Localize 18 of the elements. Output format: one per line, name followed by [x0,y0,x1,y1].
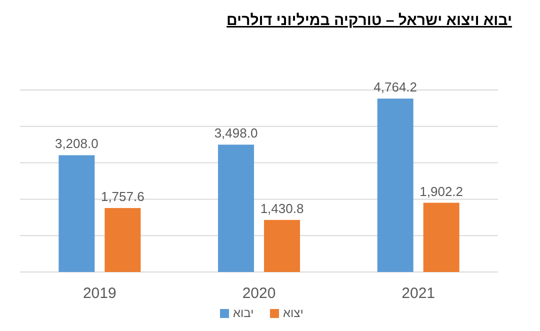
bar [104,208,141,272]
bar [58,155,95,272]
data-label: 1,430.8 [260,200,304,216]
data-label: 1,757.6 [100,189,144,204]
legend-label: יצוא [283,306,304,320]
chart-title: יבוא ויצוא ישראל – טורקיה במיליוני דולרים [226,12,512,29]
x-tick-label: 2021 [402,285,436,302]
data-label: 3,208.0 [54,136,98,152]
bar [218,144,254,272]
data-label: 3,498.0 [214,126,258,141]
x-tick-label: 2020 [242,285,276,302]
bar [264,220,300,272]
legend-label: יבוא [233,306,254,320]
bar [377,98,414,272]
x-tick-label: 2019 [82,285,116,302]
data-label: 4,764.2 [374,80,418,95]
bar [423,202,460,272]
data-label: 1,902.2 [420,184,464,199]
